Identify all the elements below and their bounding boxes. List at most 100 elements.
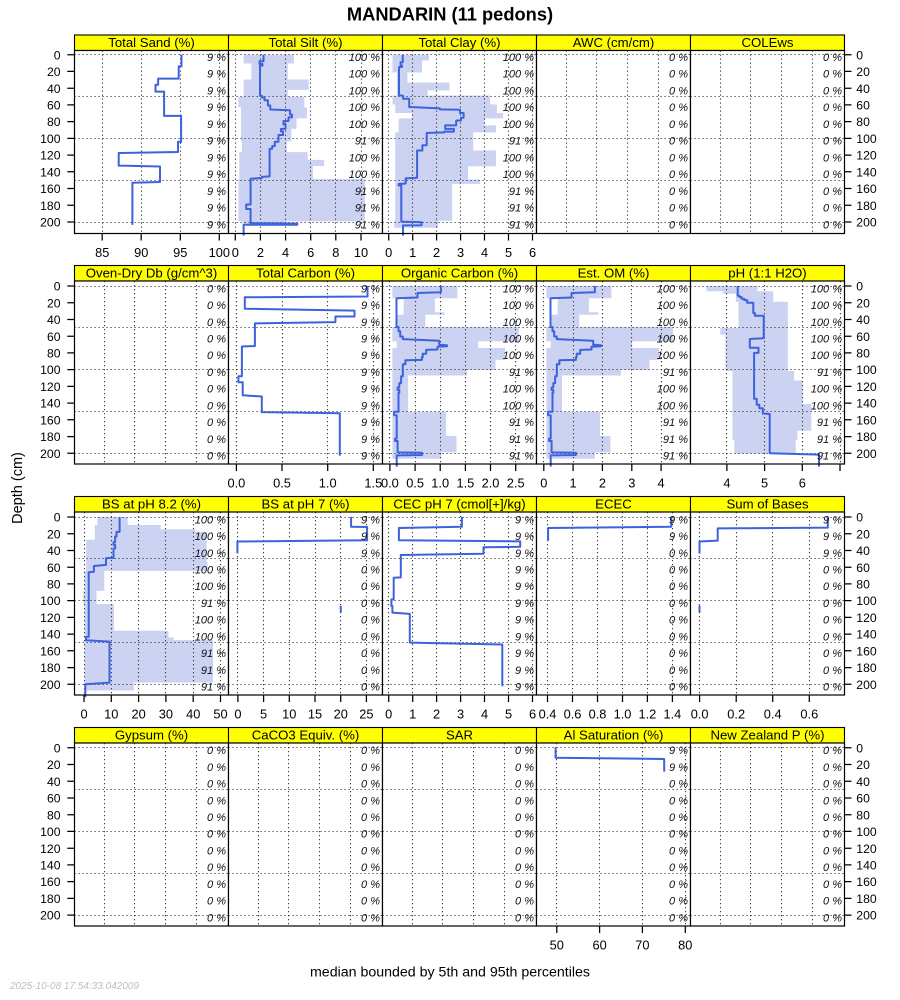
svg-text:0 %: 0 % [515,912,534,924]
svg-text:160: 160 [40,413,61,427]
svg-text:40: 40 [856,82,870,96]
svg-text:0 %: 0 % [361,648,380,660]
svg-text:20: 20 [47,527,61,541]
svg-text:100 %: 100 % [349,52,380,64]
svg-text:91 %: 91 % [509,417,534,429]
svg-text:0 %: 0 % [823,912,842,924]
svg-text:80: 80 [856,578,870,592]
svg-text:0 %: 0 % [823,896,842,908]
svg-text:0 %: 0 % [823,615,842,627]
svg-text:0 %: 0 % [515,812,534,824]
svg-text:0 %: 0 % [823,152,842,164]
svg-text:0 %: 0 % [669,581,688,593]
svg-text:200: 200 [40,447,61,461]
svg-text:25: 25 [359,707,373,722]
svg-text:9 %: 9 % [361,451,380,463]
svg-text:0 %: 0 % [823,795,842,807]
svg-text:0: 0 [54,280,61,294]
svg-text:BS at pH 8.2 (%): BS at pH 8.2 (%) [102,497,201,512]
svg-text:9 %: 9 % [207,152,226,164]
svg-text:100 %: 100 % [657,400,688,412]
svg-text:100 %: 100 % [503,86,534,98]
svg-text:180: 180 [856,199,877,213]
svg-text:100: 100 [856,132,877,146]
svg-text:Organic Carbon (%): Organic Carbon (%) [401,266,518,281]
svg-text:100 %: 100 % [195,531,226,543]
svg-text:pH (1:1 H2O): pH (1:1 H2O) [728,266,806,281]
svg-text:9 %: 9 % [361,317,380,329]
svg-text:0 %: 0 % [823,219,842,231]
svg-text:40: 40 [856,544,870,558]
svg-text:9 %: 9 % [823,548,842,560]
svg-text:0: 0 [54,48,61,62]
svg-text:100 %: 100 % [503,69,534,81]
svg-text:0 %: 0 % [515,829,534,841]
svg-text:1: 1 [409,707,416,722]
svg-text:0 %: 0 % [515,745,534,757]
svg-text:100 %: 100 % [503,283,534,295]
svg-text:0 %: 0 % [207,334,226,346]
svg-text:4: 4 [282,245,289,260]
svg-text:9 %: 9 % [361,334,380,346]
svg-text:0 %: 0 % [823,69,842,81]
svg-text:180: 180 [856,430,877,444]
svg-text:100 %: 100 % [349,102,380,114]
svg-text:0 %: 0 % [207,795,226,807]
svg-text:MANDARIN (11 pedons): MANDARIN (11 pedons) [347,4,553,25]
svg-text:0 %: 0 % [823,879,842,891]
svg-text:200: 200 [40,909,61,923]
svg-text:91 %: 91 % [817,417,842,429]
svg-text:0 %: 0 % [207,451,226,463]
svg-text:0 %: 0 % [207,417,226,429]
svg-text:Total Clay (%): Total Clay (%) [418,35,500,50]
svg-text:0 %: 0 % [823,203,842,215]
svg-text:0.6: 0.6 [564,707,582,722]
svg-text:100 %: 100 % [503,300,534,312]
svg-text:0 %: 0 % [823,631,842,643]
svg-text:0: 0 [856,48,863,62]
svg-text:0: 0 [856,280,863,294]
svg-text:100 %: 100 % [811,384,842,396]
svg-text:0 %: 0 % [669,812,688,824]
svg-text:80: 80 [856,808,870,822]
svg-text:5: 5 [505,707,512,722]
svg-text:0 %: 0 % [669,169,688,181]
svg-text:60: 60 [856,792,870,806]
svg-text:0 %: 0 % [207,283,226,295]
svg-text:20: 20 [856,527,870,541]
svg-text:100 %: 100 % [657,317,688,329]
svg-text:0.0: 0.0 [381,476,399,491]
svg-text:120: 120 [40,842,61,856]
svg-text:0.6: 0.6 [800,707,818,722]
svg-text:2: 2 [599,476,606,491]
svg-text:100 %: 100 % [811,350,842,362]
svg-text:0.4: 0.4 [539,707,557,722]
svg-text:60: 60 [592,938,606,953]
svg-text:180: 180 [40,199,61,213]
svg-text:0 %: 0 % [823,862,842,874]
svg-text:9 %: 9 % [207,52,226,64]
svg-text:0 %: 0 % [669,795,688,807]
svg-text:9 %: 9 % [361,350,380,362]
svg-text:100 %: 100 % [349,152,380,164]
svg-text:0 %: 0 % [515,896,534,908]
svg-text:0: 0 [385,707,392,722]
svg-text:9 %: 9 % [361,434,380,446]
svg-text:1: 1 [570,476,577,491]
svg-text:0 %: 0 % [669,136,688,148]
svg-text:0 %: 0 % [361,598,380,610]
svg-text:91 %: 91 % [663,434,688,446]
svg-text:0 %: 0 % [361,862,380,874]
svg-text:60: 60 [856,561,870,575]
svg-text:0 %: 0 % [669,862,688,874]
svg-text:0 %: 0 % [207,745,226,757]
svg-text:160: 160 [856,644,877,658]
svg-text:100 %: 100 % [811,400,842,412]
svg-text:CaCO3 Equiv. (%): CaCO3 Equiv. (%) [252,728,359,743]
svg-text:100: 100 [40,132,61,146]
svg-text:91 %: 91 % [509,434,534,446]
svg-text:180: 180 [40,661,61,675]
svg-text:9 %: 9 % [515,531,534,543]
svg-text:0 %: 0 % [361,846,380,858]
svg-text:0 %: 0 % [361,745,380,757]
